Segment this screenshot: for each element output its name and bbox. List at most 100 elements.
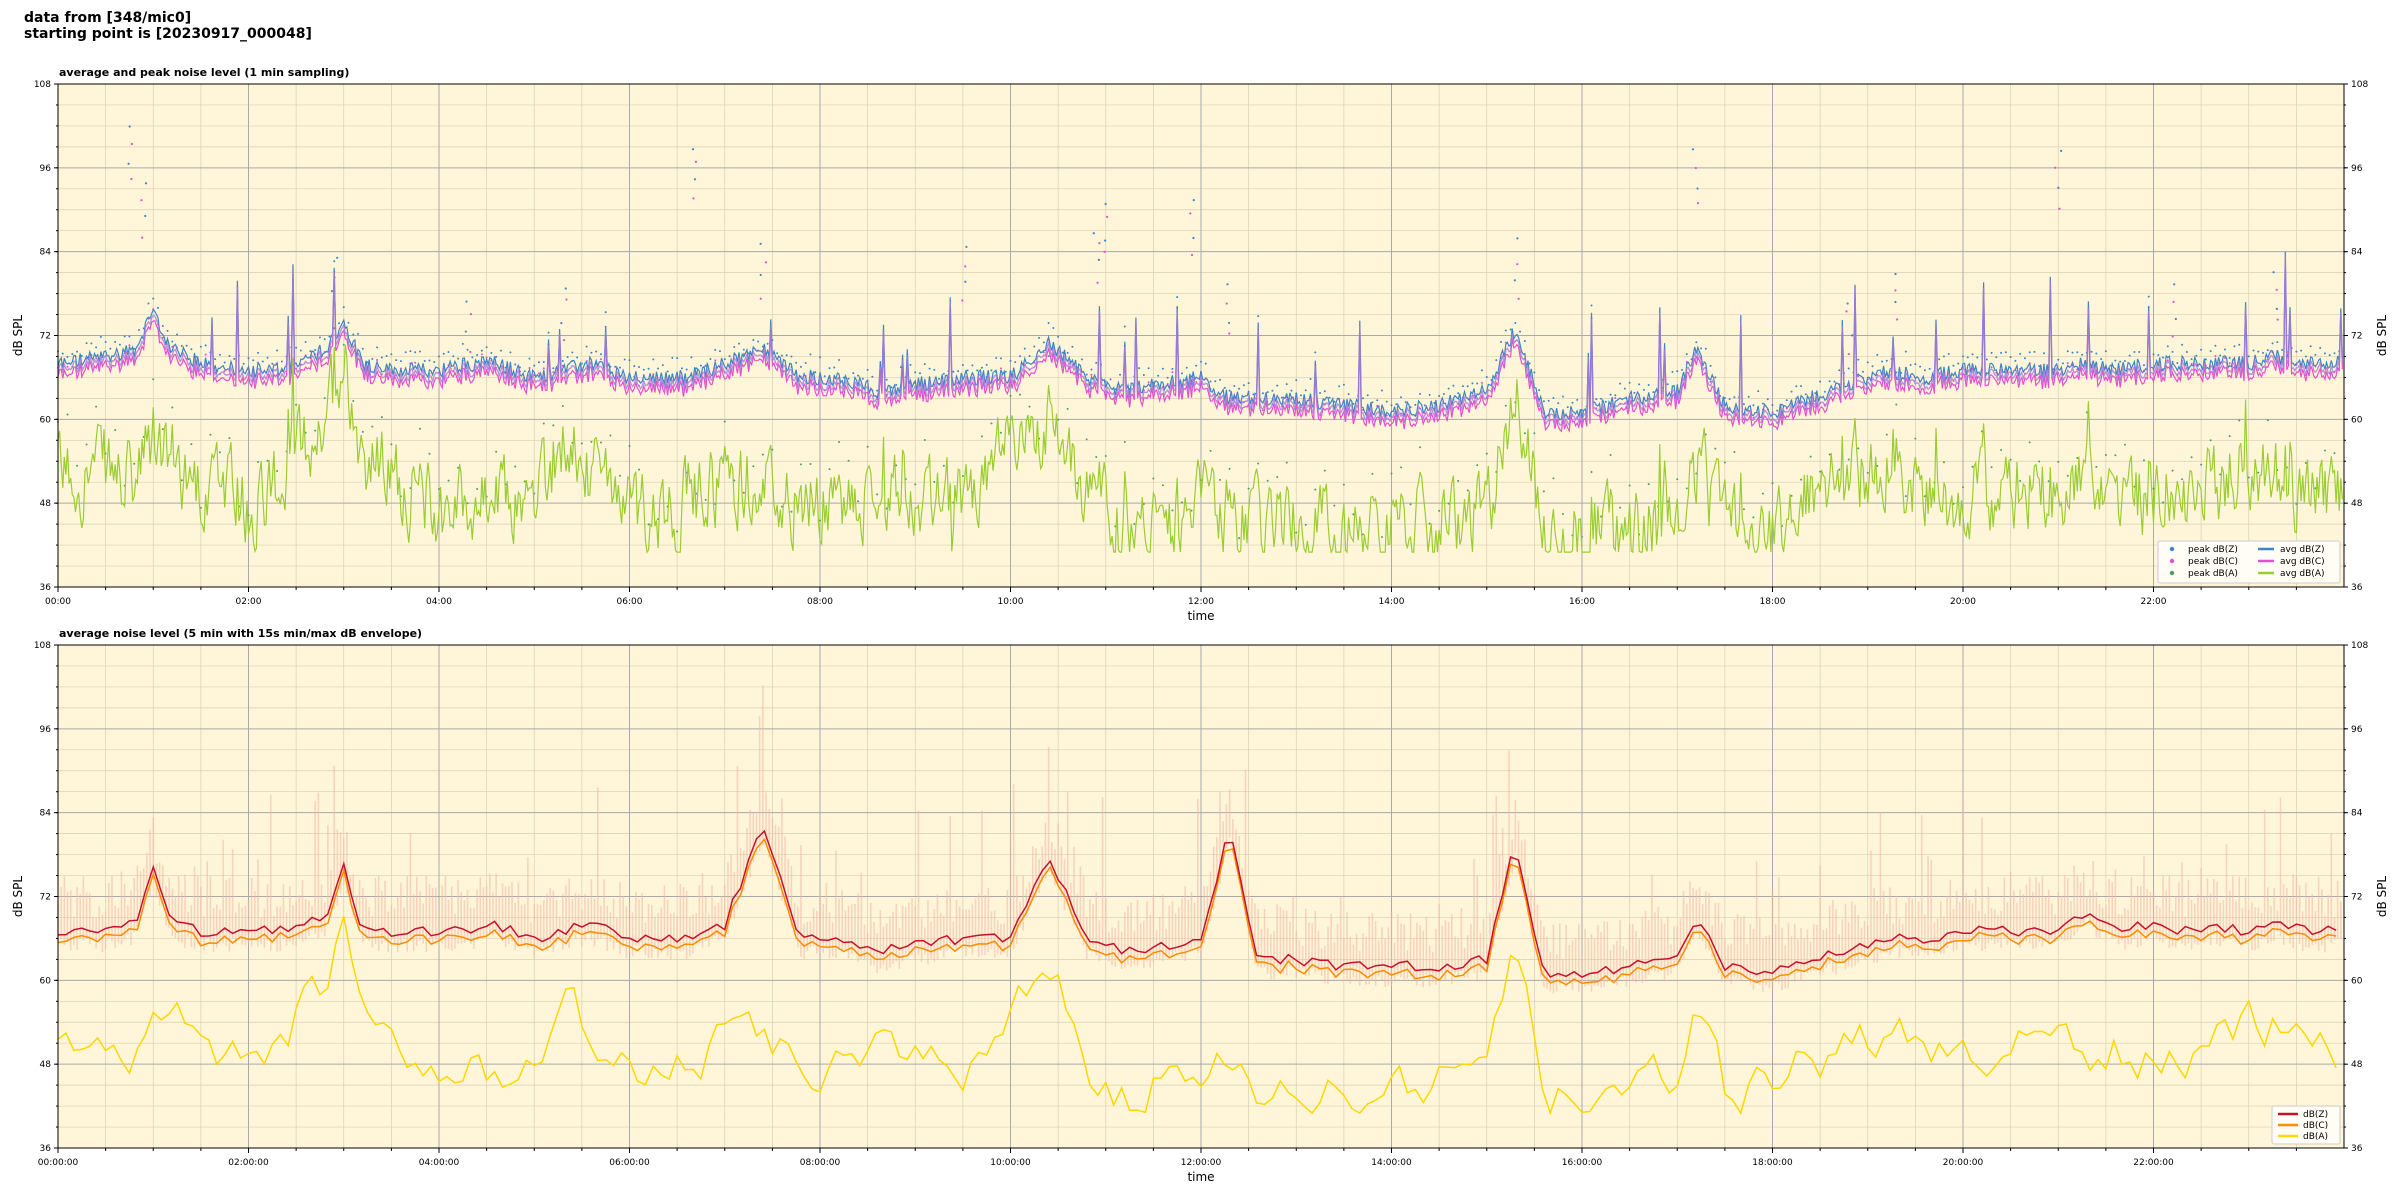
peak-dbz-point — [2090, 350, 2093, 353]
peak-dbz-point — [252, 359, 255, 362]
peak-dba-point — [1485, 452, 1488, 455]
peak-dbz-point — [714, 348, 717, 351]
x-tick-label: 20:00 — [1950, 597, 1976, 607]
peak-dba-point — [390, 443, 393, 446]
peak-dbz-point — [633, 365, 636, 368]
peak-outlier-point — [130, 177, 133, 181]
peak-dbz-point — [1885, 359, 1888, 362]
peak-dbz-point — [1604, 400, 1607, 403]
peak-dbz-point — [1771, 403, 1774, 406]
peak-dbz-point — [2014, 359, 2017, 362]
peak-dbz-point — [642, 368, 645, 371]
legend-label: dB(Z) — [2303, 1110, 2328, 1120]
peak-dba-point — [457, 466, 460, 469]
peak-dba-point — [2181, 478, 2184, 481]
peak-dbz-point — [280, 360, 283, 363]
peak-dba-point — [2200, 463, 2203, 466]
peak-dbz-point — [1028, 354, 1031, 357]
peak-dba-point — [2152, 487, 2155, 490]
peak-dba-point — [1628, 484, 1631, 487]
peak-dba-point — [1028, 405, 1031, 408]
peak-dbz-point — [80, 354, 83, 357]
peak-dbz-point — [728, 355, 731, 358]
peak-dba-point — [1504, 404, 1507, 407]
peak-dbz-point — [318, 336, 321, 339]
peak-dba-point — [1095, 455, 1098, 458]
peak-dba-point — [580, 442, 583, 445]
peak-dba-point — [1019, 393, 1022, 396]
peak-dba-point — [980, 435, 983, 438]
peak-dba-point — [1419, 446, 1422, 449]
x-tick-label: 08:00 — [807, 597, 833, 607]
peak-dbz-point — [380, 356, 383, 359]
peak-outlier-point — [759, 273, 762, 277]
peak-dba-point — [609, 434, 612, 437]
peak-dba-point — [923, 439, 926, 442]
peak-dba-point — [1104, 454, 1107, 457]
peak-dba-point — [314, 429, 317, 432]
peak-outlier-point — [1192, 198, 1195, 202]
peak-dba-point — [2219, 473, 2222, 476]
peak-dbz-point — [999, 357, 1002, 360]
peak-dbz-point — [1595, 398, 1598, 401]
peak-dba-point — [1552, 477, 1555, 480]
peak-dbz-point — [1047, 322, 1050, 325]
peak-dbz-point — [861, 377, 864, 380]
peak-dba-point — [1876, 464, 1879, 467]
peak-dba-point — [914, 483, 917, 486]
peak-dbz-point — [1266, 391, 1269, 394]
peak-dba-point — [1676, 478, 1679, 481]
y-tick-label-right: 48 — [2351, 499, 2363, 509]
peak-dbz-point — [1566, 406, 1569, 409]
y-tick-label: 84 — [40, 248, 52, 258]
peak-dbz-point — [933, 368, 936, 371]
peak-outlier-point — [330, 290, 334, 293]
peak-dbz-point — [542, 361, 545, 364]
peak-dbc-point — [1400, 412, 1403, 415]
peak-dbz-point — [1061, 351, 1064, 354]
peak-dba-point — [542, 422, 545, 425]
peak-dbc-point — [999, 367, 1002, 370]
peak-dbz-point — [1728, 398, 1731, 401]
peak-dbz-point — [961, 364, 964, 367]
peak-dba-point — [723, 420, 726, 423]
peak-dbz-point — [2119, 360, 2122, 363]
peak-dbz-point — [990, 369, 993, 372]
peak-outlier-point — [560, 322, 563, 325]
y-tick-label: 84 — [40, 809, 52, 819]
peak-dbc-point — [2066, 362, 2069, 365]
peak-dbz-point — [1676, 370, 1679, 373]
peak-dbz-point — [1390, 404, 1393, 407]
peak-dbz-point — [1476, 382, 1479, 385]
legend-marker — [2169, 558, 2175, 564]
x-tick-label: 12:00 — [1188, 597, 1214, 607]
peak-dbz-point — [390, 353, 393, 356]
peak-dbz-point — [1485, 375, 1488, 378]
peak-outlier-point — [764, 261, 768, 264]
peak-dbz-point — [1471, 382, 1474, 385]
peak-dbz-point — [99, 335, 102, 338]
peak-dbz-point — [471, 356, 474, 359]
peak-dba-point — [380, 416, 383, 419]
x-tick-label: 02:00 — [236, 597, 262, 607]
legend-label: avg dB(A) — [2280, 569, 2324, 579]
peak-dba-point — [704, 498, 707, 501]
peak-dbz-point — [1581, 409, 1583, 412]
peak-dbz-point — [347, 321, 350, 324]
peak-dbz-point — [1342, 383, 1345, 386]
peak-outlier-point — [144, 182, 148, 185]
peak-outlier-point — [1696, 202, 1700, 205]
peak-dba-point — [428, 452, 431, 455]
peak-dba-point — [171, 406, 174, 409]
peak-dbz-point — [485, 346, 488, 349]
peak-outlier-point — [1696, 187, 1699, 190]
peak-dbz-point — [2133, 351, 2136, 354]
peak-dbz-point — [271, 362, 274, 365]
peak-dba-point — [66, 413, 69, 416]
peak-dbz-point — [76, 350, 79, 353]
x-tick-label: 12:00:00 — [1181, 1158, 1222, 1168]
peak-dbz-point — [1019, 355, 1022, 358]
peak-dbz-point — [676, 357, 679, 360]
peak-dba-point — [218, 451, 221, 454]
peak-dbz-point — [1871, 365, 1874, 368]
